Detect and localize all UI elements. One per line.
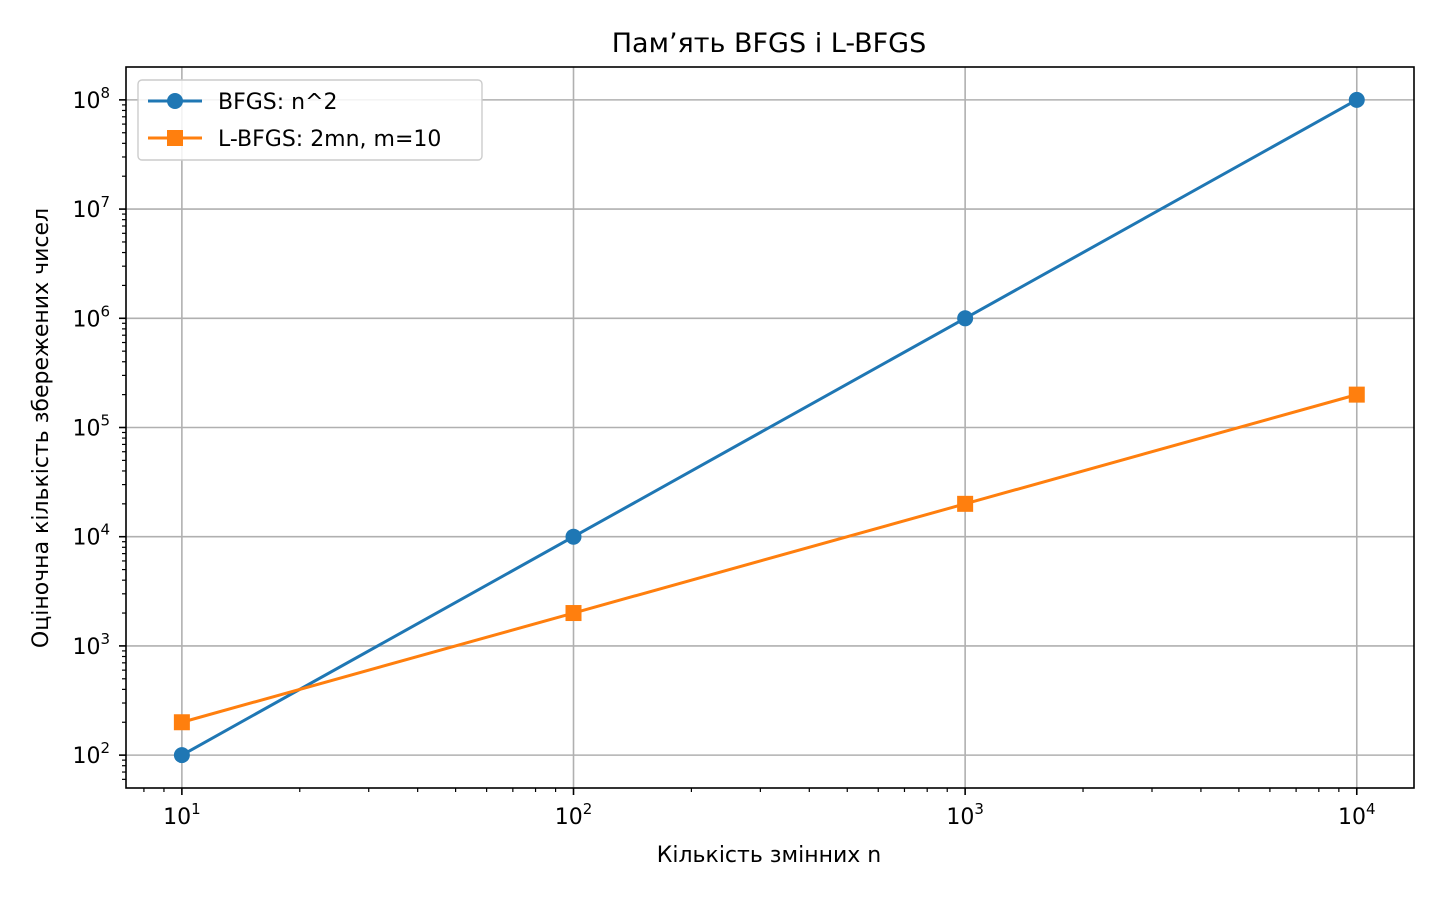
y-axis-label: Оціночна кількість збережених чисел [29, 208, 54, 648]
data-point [173, 747, 190, 764]
legend-label-lbfgs: L-BFGS: 2mn, m=10 [218, 127, 441, 152]
x-tick-label: 101 [163, 800, 201, 830]
series-line-1 [181, 393, 1358, 724]
legend-marker-bfgs [167, 93, 183, 109]
legend: BFGS: n^2 L-BFGS: 2mn, m=10 [137, 79, 483, 161]
legend-box [137, 79, 483, 161]
data-point [1348, 91, 1365, 108]
plot-frame [125, 66, 1415, 789]
legend-label-bfgs: BFGS: n^2 [218, 90, 338, 115]
series-layer [173, 91, 1365, 764]
y-tick-label: 102 [72, 739, 110, 769]
data-point [565, 528, 582, 545]
x-tick-label: 103 [946, 800, 984, 830]
tick-labels: 101 102 103 104 102 103 104 105 106 107 108 [72, 84, 1375, 830]
y-tick-label: 106 [72, 302, 110, 332]
data-point [173, 714, 190, 731]
series-line-0 [181, 98, 1358, 757]
legend-marker-lbfgs [167, 130, 183, 146]
y-tick-label: 103 [72, 630, 110, 660]
x-tick-label: 104 [1338, 800, 1376, 830]
data-point [957, 310, 974, 327]
chart-title: Пам’ять BFGS і L-BFGS [612, 28, 927, 59]
legend-entry-bfgs: BFGS: n^2 [148, 90, 338, 115]
y-tick-label: 104 [72, 521, 110, 551]
y-tick-label: 105 [72, 412, 110, 442]
legend-entry-lbfgs: L-BFGS: 2mn, m=10 [148, 127, 441, 152]
y-tick-label: 108 [72, 84, 110, 114]
data-point [1348, 386, 1365, 403]
y-tick-label: 107 [72, 193, 110, 223]
x-tick-label: 102 [555, 800, 593, 830]
major-ticks [119, 99, 1358, 795]
data-point [565, 605, 582, 622]
x-axis-label: Кількість змінних n [657, 843, 881, 868]
data-point [957, 495, 974, 512]
